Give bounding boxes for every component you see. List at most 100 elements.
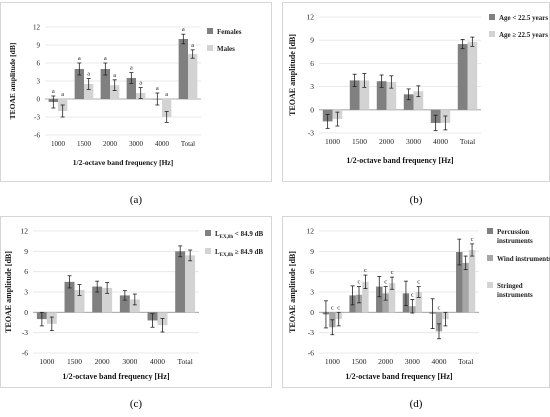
chart-a-xtick-label: Total <box>181 140 195 148</box>
chart-d-ytick-label: 6 <box>310 267 314 276</box>
chart-c-xtick-label: 4000 <box>150 357 165 366</box>
chart-c-legend-swatch <box>205 230 211 236</box>
chart-a-bar <box>126 78 136 99</box>
chart-d-xtick-label: 1500 <box>352 357 367 366</box>
chart-a-data-label: a <box>113 72 116 79</box>
chart-a-bar <box>110 85 120 99</box>
chart-b-svg: -3 0 3 6 9 12 1000 1500 2000 3000 4000 Total 1/2-oct… <box>288 13 548 166</box>
chart-a-x-axis-title: 1/2-octave band frequency [Hz] <box>73 158 173 167</box>
chart-d-bar <box>355 294 363 313</box>
chart-c-ytick-label: 6 <box>24 267 28 276</box>
chart-a-ytick-label: 12 <box>33 24 41 32</box>
chart-b-ytick-label: 9 <box>310 36 314 45</box>
caption-d: (d) <box>409 398 423 410</box>
chart-panel-c: -6 -3 0 3 6 9 12 1000 1500 2000 3000 4000 Total 1/2-o… <box>0 216 272 388</box>
chart-d-bar <box>456 252 463 313</box>
chart-c-ytick-label: 12 <box>21 227 29 236</box>
chart-a-data-label: a <box>52 88 55 95</box>
caption-b: (b) <box>409 194 423 206</box>
chart-c-xtick-label: 1500 <box>67 357 82 366</box>
chart-d-legend-swatch <box>487 255 493 261</box>
chart-c-bar <box>74 289 85 313</box>
chart-d-legend-label: Wind instruments <box>497 255 550 263</box>
chart-c-bar <box>175 251 186 313</box>
chart-d-bar <box>415 292 422 313</box>
chart-b-ytick-label: 12 <box>307 13 315 22</box>
chart-b-xtick-label: 2000 <box>379 137 394 146</box>
caption-c: (c) <box>129 398 143 410</box>
chart-c-ytick-label: 0 <box>24 308 28 317</box>
chart-a-data-label: a <box>191 42 194 49</box>
chart-d-bar <box>376 286 383 313</box>
chart-a-xtick-label: 1500 <box>77 140 92 148</box>
chart-d-data-label: c <box>438 304 441 311</box>
chart-d-ytick-label: -3 <box>308 328 314 337</box>
chart-c-xtick-label: 1000 <box>39 357 54 366</box>
chart-d-legend-swatch <box>487 228 493 234</box>
chart-a-xtick-label: 2000 <box>103 140 118 148</box>
chart-a-ytick-label: 0 <box>37 96 41 104</box>
chart-a-bar <box>74 69 84 99</box>
chart-d-legend-label: Stringed instruments <box>497 282 533 299</box>
chart-d-data-label: c <box>358 279 361 286</box>
chart-c-legend-swatch <box>205 248 211 254</box>
chart-b-legend-swatch <box>489 14 495 20</box>
chart-c-xtick-label: 3000 <box>122 357 137 366</box>
chart-panel-a: -6 -3 0 3 6 9 12 a a a a a a a a a a a a 1000 1500 2000 3000 40… <box>0 2 272 182</box>
chart-b-legend-label: Age ≥ 22.5 years <box>499 31 548 39</box>
chart-b-ytick-label: 0 <box>310 105 314 114</box>
chart-b-xtick-label: 1000 <box>325 137 340 146</box>
chart-a-xtick-label: 3000 <box>129 140 144 148</box>
chart-a-data-label: a <box>139 80 142 87</box>
chart-a-ytick-label: 9 <box>37 42 41 50</box>
chart-c-ytick-label: -6 <box>22 349 28 358</box>
chart-c-ytick-label: 3 <box>24 288 28 297</box>
chart-panel-b: -3 0 3 6 9 12 1000 1500 2000 3000 4000 Total 1/2-oct… <box>282 2 550 182</box>
chart-b-legend-label: Age < 22.5 years <box>499 14 548 22</box>
chart-a-data-label: a <box>130 65 133 72</box>
chart-a-ytick-label: -3 <box>34 114 40 122</box>
chart-c-bar <box>92 286 103 313</box>
chart-d-bar <box>362 281 369 313</box>
chart-b-ytick-label: -3 <box>308 129 314 138</box>
chart-d-bar <box>468 249 476 313</box>
chart-d-ytick-label: 12 <box>307 227 315 236</box>
chart-b-bar <box>349 80 360 110</box>
chart-c-xtick-label: 2000 <box>95 357 110 366</box>
chart-d-data-label: c <box>337 304 340 311</box>
chart-d-data-label: c <box>471 236 474 243</box>
chart-d-xtick-label: 1000 <box>325 357 340 366</box>
chart-b-xtick-label: Total <box>460 137 475 146</box>
chart-d-bar <box>382 293 389 313</box>
chart-a-data-label: a <box>156 85 159 92</box>
chart-a-ytick-label: -6 <box>34 132 40 140</box>
chart-d-ytick-label: -6 <box>308 349 314 358</box>
chart-b-bar <box>413 91 424 110</box>
chart-a-y-axis-title: TEOAE amplitude [dB] <box>8 43 17 120</box>
chart-c-bar <box>129 299 140 313</box>
chart-d-legend-label: Percussion instruments <box>497 228 533 245</box>
chart-a-bar <box>84 84 94 99</box>
chart-a-bar <box>178 39 188 99</box>
chart-c-svg: -6 -3 0 3 6 9 12 1000 1500 2000 3000 4000 Total 1/2-o… <box>4 227 264 382</box>
chart-a-data-label: a <box>104 55 107 62</box>
chart-d-ytick-label: 0 <box>310 308 314 317</box>
chart-b-xtick-label: 3000 <box>406 137 421 146</box>
chart-a-data-label: a <box>87 71 90 78</box>
chart-d-data-label: c <box>331 304 334 311</box>
chart-b-y-axis-title: TEOAE amplitude [dB] <box>288 34 297 116</box>
chart-d-ytick-label: 3 <box>310 288 314 297</box>
chart-a-data-label: a <box>78 55 81 62</box>
chart-b-ytick-label: 6 <box>310 59 314 68</box>
chart-d-bar <box>462 262 469 313</box>
chart-d-data-label: c <box>391 269 394 276</box>
chart-a-data-label: a <box>182 26 185 33</box>
chart-d-legend-swatch <box>487 282 493 288</box>
chart-c-bar <box>64 281 75 313</box>
chart-a-ytick-label: 3 <box>37 78 41 86</box>
chart-d-xtick-label: 3000 <box>405 357 420 366</box>
chart-b-xtick-label: 4000 <box>433 137 448 146</box>
chart-a-bar <box>162 99 172 117</box>
